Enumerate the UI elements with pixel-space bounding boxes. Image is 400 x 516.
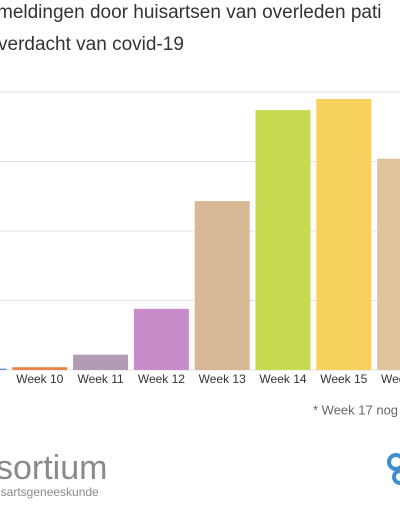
bar <box>255 110 311 370</box>
bar <box>316 98 372 370</box>
x-tick-label: Week 15 <box>320 372 367 386</box>
chart-title: verdacht van covid-19 <box>0 34 184 55</box>
bar <box>0 368 7 370</box>
logo-icon <box>387 453 400 485</box>
bar <box>133 308 189 370</box>
bar <box>377 158 400 370</box>
x-tick-label: Week 16 <box>381 372 400 386</box>
x-tick-label: Week 13 <box>199 372 246 386</box>
bar <box>194 201 250 370</box>
x-tick-label: Week 11 <box>77 372 124 386</box>
chart-title: meldingen door huisartsen van overleden … <box>0 2 381 23</box>
x-tick-label: Week 10 <box>16 372 63 386</box>
bar <box>73 354 129 370</box>
logo-subtitle: isartsgeneeskunde <box>0 485 99 499</box>
logo-name: sortium <box>0 449 107 487</box>
footnote: * Week 17 nog <box>313 402 398 417</box>
bar <box>12 367 68 370</box>
x-tick-label: Week 14 <box>259 372 306 386</box>
x-tick-label: Week 12 <box>138 372 185 386</box>
